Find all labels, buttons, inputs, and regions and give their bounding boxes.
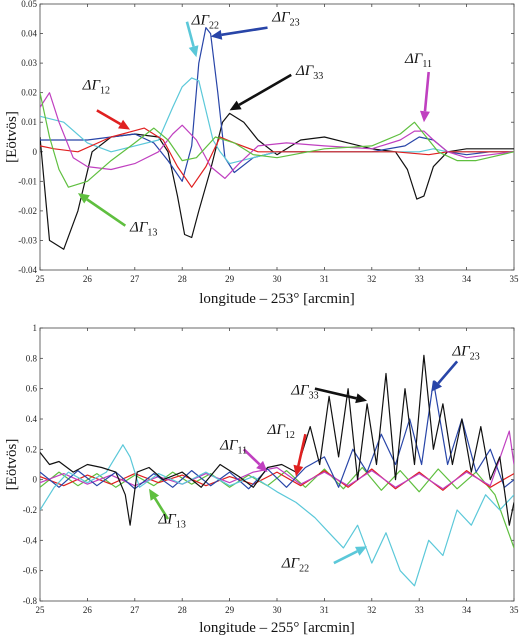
x-tick-label: 31 <box>320 274 329 284</box>
annotation-arrow-shaft <box>96 109 122 126</box>
series-line <box>40 444 514 587</box>
y-tick-label: 0 <box>33 475 38 485</box>
y-tick-label: 0.8 <box>26 353 38 363</box>
x-tick-label: 25 <box>36 605 46 615</box>
y-axis-label: [Eötvös] <box>4 439 20 491</box>
annotation-arrow-shaft <box>242 448 261 466</box>
annotation-label: ΔΓ13 <box>158 512 186 531</box>
annotation-arrow-head <box>229 100 242 111</box>
bottom-chart: -0.8 -0.6 -0.4 -0.2 0 0.2 0.4 0.6 0.8 1 25 26 27 28 29… <box>4 323 519 635</box>
x-tick-label: 27 <box>130 274 140 284</box>
x-tick-label: 28 <box>178 274 188 284</box>
x-tick-label: 29 <box>225 605 235 615</box>
annotation-arrow-head <box>355 393 368 404</box>
annotation-arrow-head <box>354 546 368 556</box>
x-tick-label: 27 <box>130 605 140 615</box>
annotation-label: ΔΓ33 <box>290 383 318 402</box>
annotation-arrow-head <box>210 29 223 40</box>
annotation-label: ΔΓ22 <box>191 13 219 32</box>
y-tick-label: 0.4 <box>26 414 38 424</box>
annotation-label: ΔΓ12 <box>267 422 295 441</box>
x-tick-label: 33 <box>415 605 425 615</box>
annotation-arrow-shaft <box>333 550 358 565</box>
top-chart: -0.04 -0.03 -0.02 -0.01 0 0.01 0.02 0.03 0.04 0.0… <box>4 0 519 307</box>
x-tick-label: 29 <box>225 274 235 284</box>
plot-frame <box>39 327 515 602</box>
x-tick-label: 30 <box>273 605 283 615</box>
series-line <box>40 92 514 188</box>
y-tick-label: 0.05 <box>21 0 37 9</box>
annotation-arrow-shaft <box>297 433 307 467</box>
annotation-label: ΔΓ23 <box>451 343 479 362</box>
annotation-arrow-shaft <box>437 360 459 385</box>
annotation-label: ΔΓ11 <box>219 437 247 456</box>
y-tick-label: 0.02 <box>21 88 37 98</box>
x-tick-label: 33 <box>415 274 425 284</box>
annotation-arrow-shaft <box>423 71 430 112</box>
y-tick-label: 1 <box>33 323 38 333</box>
x-axis-label: longitude – 255° [arcmin] <box>199 620 355 635</box>
x-tick-label: 31 <box>320 605 329 615</box>
x-tick-label: 26 <box>83 274 93 284</box>
x-tick-label: 25 <box>36 274 46 284</box>
annotation-arrow-shaft <box>238 73 292 107</box>
y-tick-label: 0.2 <box>26 444 37 454</box>
series-line <box>40 92 514 179</box>
y-tick-label: -0.8 <box>23 596 38 606</box>
series-group <box>40 27 514 250</box>
series-line <box>40 27 514 182</box>
x-tick-label: 35 <box>510 605 520 615</box>
series-line <box>40 354 514 526</box>
annotation-arrow-head <box>419 110 430 123</box>
x-axis-label: longitude – 253° [arcmin] <box>199 291 355 307</box>
annotation-arrow-shaft <box>314 387 357 400</box>
annotation-arrow-head <box>188 45 199 58</box>
annotation-arrow-head <box>118 119 131 130</box>
y-tick-label: 0.6 <box>26 384 38 394</box>
y-tick-label: -0.2 <box>23 505 37 515</box>
annotation-arrow-head <box>256 460 268 473</box>
x-tick-label: 32 <box>367 274 376 284</box>
y-tick-label: 0 <box>33 147 38 157</box>
x-tick-label: 34 <box>462 274 472 284</box>
x-tick-label: 34 <box>462 605 472 615</box>
y-tick-label: -0.6 <box>23 566 38 576</box>
annotation-arrow-shaft <box>221 26 268 37</box>
y-tick-label: 0.01 <box>21 117 37 127</box>
annotation-arrow-head <box>77 193 90 204</box>
series-line <box>40 380 514 490</box>
x-tick-label: 35 <box>510 274 520 284</box>
series-line <box>40 430 514 490</box>
annotation-arrow-head <box>149 488 160 501</box>
annotation-label: ΔΓ12 <box>82 78 110 97</box>
series-line <box>40 127 514 188</box>
annotation-label: ΔΓ13 <box>129 220 157 239</box>
y-tick-label: -0.4 <box>23 535 38 545</box>
annotation-label: ΔΓ11 <box>404 51 432 70</box>
y-tick-label: -0.03 <box>18 235 37 245</box>
annotation-label: ΔΓ33 <box>295 63 323 82</box>
x-tick-label: 32 <box>367 605 376 615</box>
annotation-arrow-shaft <box>185 21 195 47</box>
y-axis-label: [Eötvös] <box>4 111 20 163</box>
annotation-arrow-head <box>293 464 304 477</box>
annotation-arrow-shaft <box>153 497 170 520</box>
series-group <box>40 354 514 587</box>
y-tick-label: 0.03 <box>21 58 37 68</box>
annotation-arrow-head <box>431 380 443 392</box>
x-tick-label: 28 <box>178 605 188 615</box>
y-tick-label: 0.04 <box>21 29 37 39</box>
annotation-arrow-shaft <box>86 198 127 227</box>
annotation-label: ΔΓ22 <box>281 556 309 575</box>
y-tick-label: -0.02 <box>18 206 37 216</box>
x-tick-label: 30 <box>273 274 283 284</box>
x-tick-label: 26 <box>83 605 93 615</box>
y-tick-label: -0.01 <box>18 176 37 186</box>
plot-frame <box>39 3 515 271</box>
y-tick-label: -0.04 <box>18 265 37 275</box>
annotation-label: ΔΓ23 <box>271 10 299 29</box>
